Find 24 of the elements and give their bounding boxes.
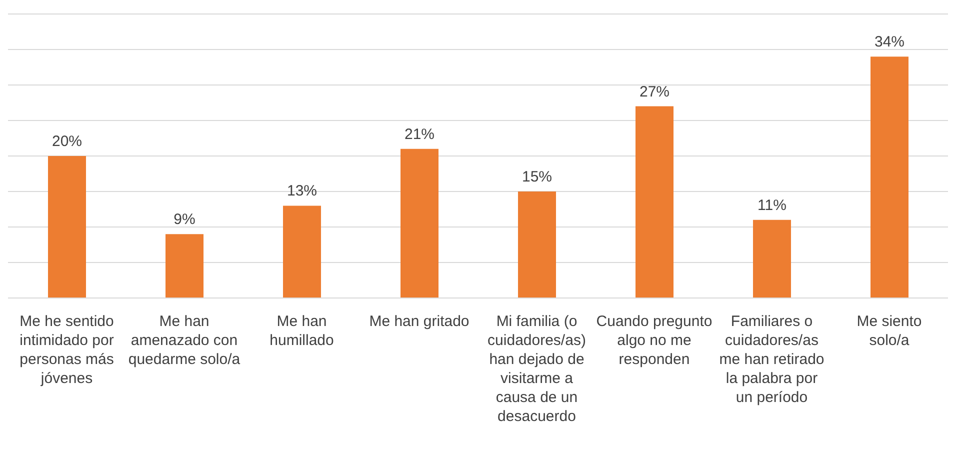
x-tick-label: Me siento solo/a <box>856 313 922 349</box>
bar <box>518 192 556 298</box>
data-label: 11% <box>758 196 786 214</box>
data-label: 13% <box>286 182 318 200</box>
bar <box>870 56 908 298</box>
x-tick-label: Me han amenazado con quedarme solo/a <box>128 313 241 368</box>
bar <box>636 106 674 298</box>
data-label: 27% <box>639 83 670 100</box>
x-tick-label: Mi familia (o cuidadores/as) han dejado de visitarme a causa de un desacuerdo <box>488 313 586 425</box>
bar <box>283 206 321 298</box>
bar <box>400 148 438 298</box>
bar <box>48 156 86 298</box>
x-tick-label: Me han humillado <box>270 313 334 349</box>
bar <box>166 234 204 298</box>
data-label: 15% <box>522 168 552 186</box>
data-label: 20% <box>52 133 82 150</box>
data-label: 9% <box>174 211 196 228</box>
x-tick-label: Familiares o cuidadores/as me han retirado la palabra por un período <box>719 313 824 406</box>
data-label: 21% <box>404 126 435 143</box>
data-label: 34% <box>874 34 905 51</box>
x-tick-label: Me he sentido intimidado por personas más jóvenes <box>20 313 114 387</box>
bar <box>753 220 791 298</box>
x-tick-label: Cuando pregunto algo no me responden <box>596 313 712 368</box>
x-tick-label: Me han gritado <box>369 313 470 330</box>
